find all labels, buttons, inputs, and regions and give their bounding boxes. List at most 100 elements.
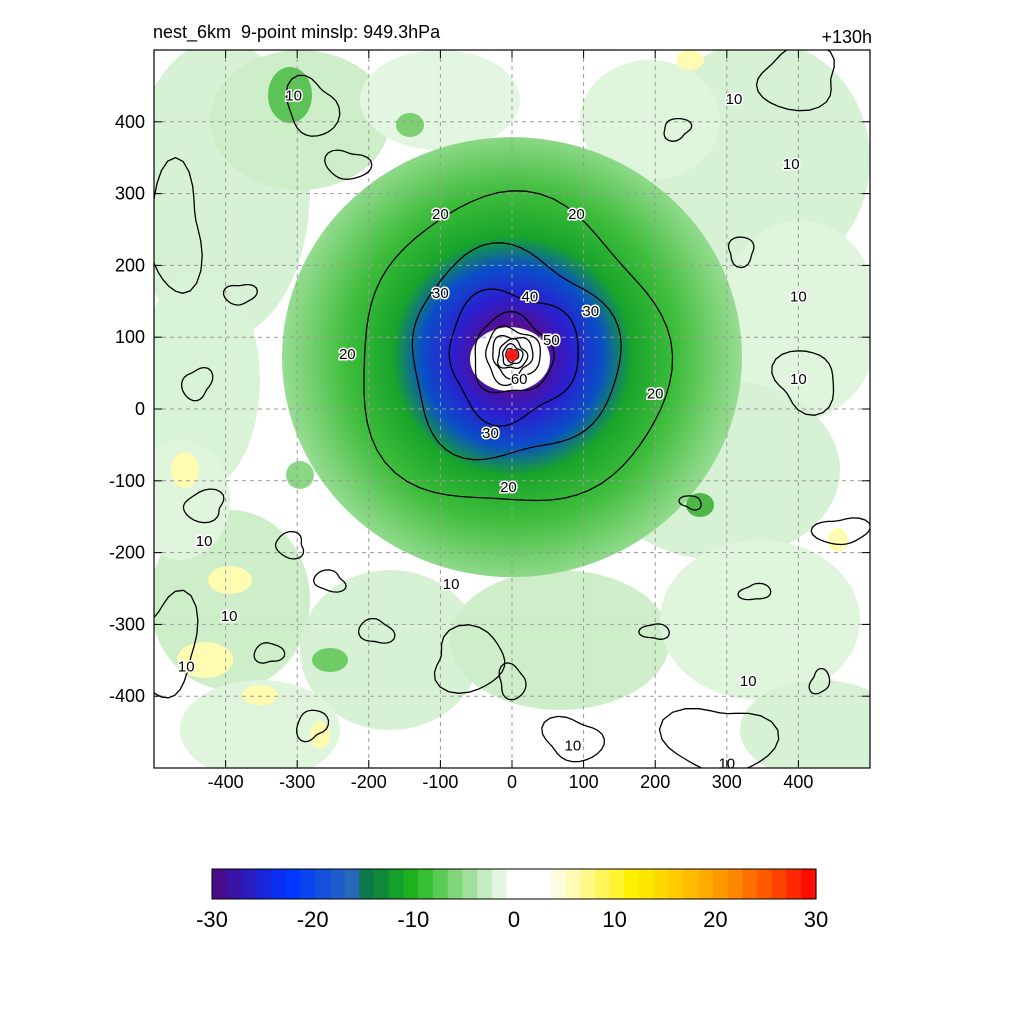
colorbar-swatch <box>329 869 346 899</box>
x-tick-label: -300 <box>279 772 315 792</box>
forecast-hour-label: +130h <box>821 27 872 47</box>
contour-label: 10 <box>285 88 302 105</box>
positive-patch <box>828 528 848 552</box>
positive-patch <box>208 566 252 594</box>
contour-label: 50 <box>543 332 560 349</box>
colorbar-swatch <box>653 869 670 899</box>
colorbar-swatch <box>742 869 758 899</box>
contour-line <box>678 495 702 511</box>
shading-patch <box>580 60 720 180</box>
colorbar-tick-label: -10 <box>397 907 429 932</box>
contour-label: 10 <box>196 533 213 550</box>
contour-label: 20 <box>568 206 585 223</box>
contour-line <box>253 642 286 664</box>
contour-line <box>755 50 835 112</box>
y-tick-label: 100 <box>115 327 145 347</box>
contour-label: 10 <box>178 658 195 675</box>
contour-line <box>810 517 870 546</box>
contour-line <box>363 190 674 502</box>
y-tick-label: -100 <box>109 471 145 491</box>
colorbar-tick-label: 20 <box>703 907 727 932</box>
colorbar-swatch <box>536 869 552 899</box>
contour-label: 10 <box>740 673 757 690</box>
colorbar-swatch <box>212 869 228 899</box>
colorbar-swatch <box>374 869 390 899</box>
contour-line <box>541 715 606 763</box>
contour-line <box>357 617 396 644</box>
colorbar-swatch <box>595 869 611 899</box>
contour-label: 20 <box>647 386 664 403</box>
contour-label: 10 <box>565 737 582 754</box>
shading-patch <box>268 67 312 123</box>
contour-line <box>485 325 541 387</box>
x-tick-label: -200 <box>351 772 387 792</box>
shading-patch <box>686 493 714 517</box>
colorbar-swatch <box>683 869 699 899</box>
contour-label: 20 <box>500 479 517 496</box>
shading-patch <box>660 540 860 700</box>
contour-label: 10 <box>221 608 238 625</box>
x-tick-label: 200 <box>640 772 670 792</box>
contour-label: 10 <box>790 371 807 388</box>
contour-label: 10 <box>790 289 807 306</box>
colorbar-tick-label: 10 <box>602 907 626 932</box>
shading-patch <box>720 220 870 420</box>
shading-patch <box>286 461 314 489</box>
contour-label: 30 <box>482 425 499 442</box>
colorbar-swatch <box>727 869 743 899</box>
y-tick-label: -400 <box>109 686 145 706</box>
colorbar-swatch <box>403 869 419 899</box>
contour-line <box>274 530 305 560</box>
colorbar-swatch <box>300 869 316 899</box>
colorbar-swatch <box>609 869 626 899</box>
contour-line <box>492 335 534 380</box>
positive-patch <box>242 685 278 705</box>
colorbar-swatch <box>491 869 508 899</box>
contour-line <box>448 288 579 427</box>
x-tick-label: -100 <box>422 772 458 792</box>
colorbar-swatch <box>801 869 817 899</box>
colorbar-swatch <box>241 869 257 899</box>
shading-patch <box>180 680 340 768</box>
contour-line <box>180 366 214 402</box>
colorbar-swatch <box>639 869 655 899</box>
shading-patch <box>300 570 480 730</box>
y-tick-label: 200 <box>115 255 145 275</box>
x-tick-label: -400 <box>208 772 244 792</box>
colorbar-swatch <box>432 869 449 899</box>
shading-patch <box>154 270 260 490</box>
contour-line <box>182 488 225 524</box>
contour-line <box>474 310 555 394</box>
contour-line <box>313 569 347 593</box>
contour-label: 40 <box>522 289 539 306</box>
contour-line <box>411 242 622 461</box>
colorbar-tick-label: -20 <box>297 907 329 932</box>
colorbar-swatch <box>477 869 493 899</box>
contour-label: 10 <box>726 91 743 108</box>
contour-label: 10 <box>783 156 800 173</box>
contour-line <box>154 156 203 294</box>
contour-line <box>285 74 341 137</box>
colorbar-swatch <box>506 869 522 899</box>
contour-line <box>496 337 529 370</box>
shading-patch <box>740 680 870 768</box>
contour-line <box>324 149 373 180</box>
colorbar-swatch <box>388 869 405 899</box>
contour-label: 20 <box>432 206 449 223</box>
positive-shading <box>171 50 848 749</box>
shading-patch <box>210 50 390 190</box>
contour-line <box>498 662 527 701</box>
colorbar-swatch <box>550 869 567 899</box>
contour-label: 30 <box>582 303 599 320</box>
colorbar-swatch <box>256 869 272 899</box>
x-tick-label: 400 <box>783 772 813 792</box>
contours <box>154 50 870 768</box>
contour-line <box>638 623 670 640</box>
colorbar-swatch <box>668 869 685 899</box>
colorbar-swatch <box>565 869 581 899</box>
y-tick-label: 300 <box>115 184 145 204</box>
colorbar-swatch <box>580 869 596 899</box>
shading-patch <box>312 648 348 672</box>
